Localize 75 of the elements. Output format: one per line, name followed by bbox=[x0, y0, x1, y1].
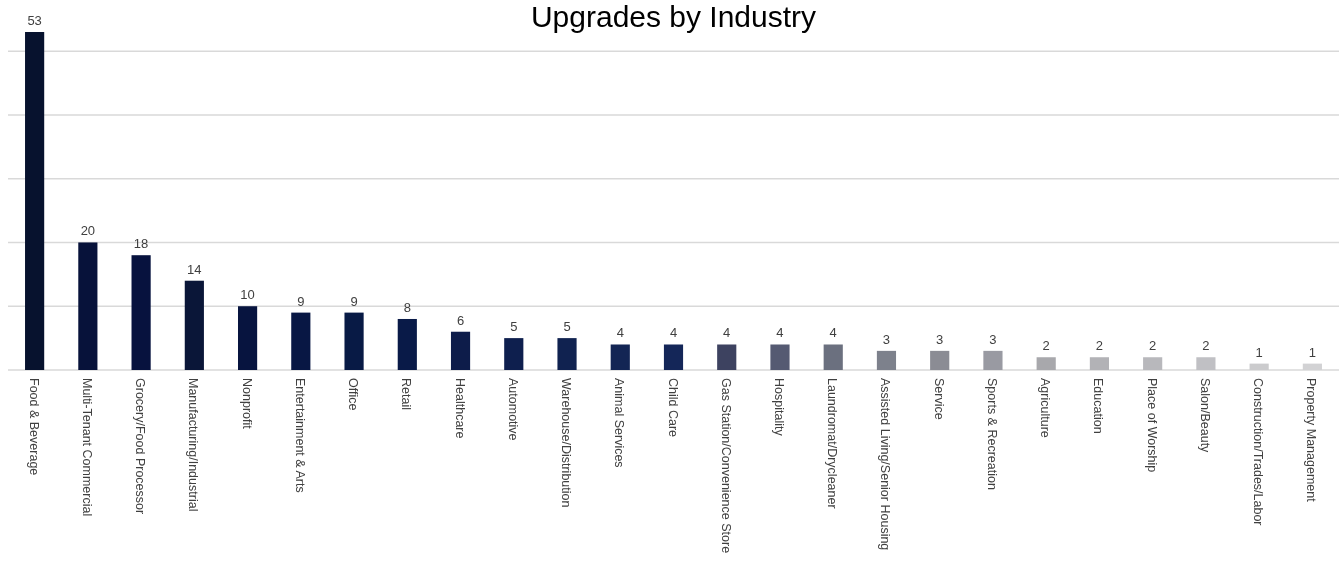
bar bbox=[238, 306, 258, 370]
data-label: 4 bbox=[669, 325, 678, 341]
x-tick-label: Warehouse/Distribution bbox=[559, 378, 574, 508]
x-tick-label: Food & Beverage bbox=[26, 378, 41, 476]
data-label: 2 bbox=[1149, 338, 1157, 354]
bar bbox=[397, 318, 417, 370]
data-label: 20 bbox=[80, 223, 96, 239]
bar bbox=[930, 350, 950, 370]
data-label: 2 bbox=[1042, 338, 1050, 354]
data-label: 4 bbox=[616, 325, 624, 341]
x-tick-label: Laundromat/Drycleaner bbox=[825, 378, 840, 509]
bar bbox=[344, 312, 364, 370]
bar bbox=[25, 32, 45, 370]
x-tick-label: Child Care bbox=[665, 378, 680, 438]
data-label: 5 bbox=[510, 319, 518, 335]
bar bbox=[450, 331, 471, 370]
data-label: 3 bbox=[936, 331, 944, 347]
x-tick-label: Office bbox=[346, 378, 361, 411]
chart-title: Upgrades by Industry bbox=[530, 0, 817, 33]
data-label: 4 bbox=[776, 325, 784, 341]
data-label: 3 bbox=[989, 331, 997, 347]
x-tick-label: Assisted Living/Senior Housing bbox=[878, 378, 893, 551]
x-tick-label: Manufacturing/Industrial bbox=[186, 378, 201, 512]
bar bbox=[1249, 363, 1269, 370]
data-label: 18 bbox=[133, 236, 149, 252]
x-tick-label: Nonprofit bbox=[239, 378, 254, 430]
data-label: 2 bbox=[1095, 338, 1104, 354]
bar bbox=[1196, 357, 1216, 370]
x-tick-label: Multi-Tenant Commercial bbox=[79, 378, 94, 517]
bar bbox=[663, 344, 684, 370]
data-label: 9 bbox=[350, 293, 358, 309]
data-label: 1 bbox=[1255, 344, 1263, 360]
x-tick-label: Retail bbox=[399, 378, 414, 410]
data-label: 9 bbox=[297, 293, 305, 309]
x-tick-label: Grocery/Food Processor bbox=[133, 378, 148, 515]
x-tick-label: Healthcare bbox=[452, 378, 467, 439]
data-label: 10 bbox=[240, 287, 255, 303]
data-label: 4 bbox=[723, 325, 731, 341]
data-label: 2 bbox=[1202, 338, 1210, 354]
x-tick-label: Hospitality bbox=[771, 378, 786, 437]
bar bbox=[1089, 357, 1110, 370]
bar bbox=[876, 350, 897, 370]
data-label: 8 bbox=[403, 299, 411, 315]
data-label: 14 bbox=[187, 261, 202, 277]
bar bbox=[1036, 357, 1056, 370]
bar bbox=[983, 350, 1003, 370]
bar bbox=[557, 338, 577, 370]
data-label: 4 bbox=[829, 325, 837, 341]
x-tick-label: Gas Station/Convenience Store bbox=[718, 378, 733, 554]
bar bbox=[823, 344, 843, 370]
x-tick-label: Property Management bbox=[1304, 378, 1319, 503]
x-tick-label: Place of Worship bbox=[1144, 378, 1159, 473]
x-tick-label: Entertainment & Arts bbox=[292, 378, 307, 493]
bar bbox=[78, 242, 98, 370]
bar bbox=[610, 344, 630, 370]
bar bbox=[131, 255, 151, 370]
bar bbox=[184, 280, 204, 370]
data-label: 1 bbox=[1308, 344, 1316, 360]
bar bbox=[717, 344, 737, 370]
data-label: 5 bbox=[563, 319, 571, 335]
x-tick-label: Sports & Recreation bbox=[984, 378, 999, 490]
data-label: 6 bbox=[456, 312, 465, 328]
x-tick-label: Animal Services bbox=[612, 378, 627, 468]
bar bbox=[291, 312, 311, 370]
x-tick-label: Education bbox=[1091, 378, 1106, 434]
x-tick-label: Salon/Beauty bbox=[1197, 378, 1212, 454]
bar bbox=[1143, 357, 1163, 370]
data-label: 3 bbox=[882, 331, 891, 347]
bar bbox=[770, 344, 790, 370]
data-label: 53 bbox=[27, 13, 42, 28]
x-tick-label: Service bbox=[931, 378, 946, 420]
x-tick-label: Construction/Trades/Labor bbox=[1251, 378, 1266, 526]
x-tick-label: Agriculture bbox=[1038, 378, 1053, 438]
bar bbox=[504, 338, 524, 370]
x-tick-label: Automotive bbox=[505, 378, 520, 441]
